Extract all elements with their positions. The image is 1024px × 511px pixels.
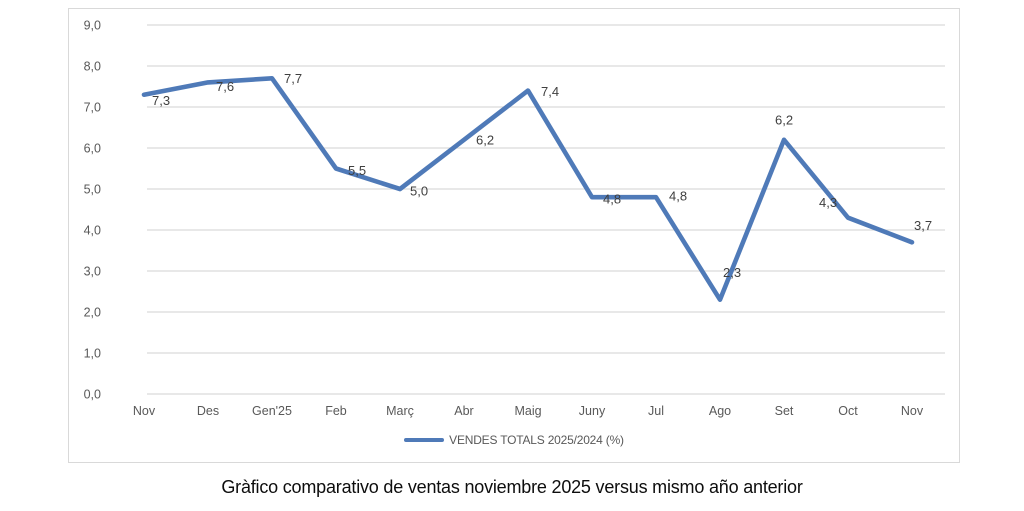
- x-axis-category-label: Nov: [901, 404, 924, 418]
- x-axis-category-label: Feb: [325, 404, 347, 418]
- legend-label: VENDES TOTALS 2025/2024 (%): [449, 433, 624, 447]
- data-label: 4,8: [669, 189, 687, 204]
- data-label: 7,6: [216, 79, 234, 94]
- line-chart: 0,0 1,0 2,0 3,0 4,0 5,0 6,0 7,0 8,0 9,0 7,3 7,6 7,7 5…: [84, 19, 945, 418]
- y-axis-tick-label: 9,0: [84, 19, 101, 33]
- x-axis-category-label: Set: [775, 404, 794, 418]
- x-axis-category-label: Gen'25: [252, 404, 292, 418]
- x-axis-category-label: Des: [197, 404, 219, 418]
- x-axis-category-label: Ago: [709, 404, 731, 418]
- data-label: 7,3: [152, 93, 170, 108]
- data-label: 4,3: [819, 195, 837, 210]
- y-axis-tick-label: 0,0: [84, 388, 101, 402]
- y-axis-tick-label: 3,0: [84, 265, 101, 279]
- data-label: 5,5: [348, 163, 366, 178]
- data-label: 6,2: [775, 112, 793, 127]
- x-axis-category-label: Abr: [454, 404, 473, 418]
- chart-caption: Gràfico comparativo de ventas noviembre …: [221, 477, 803, 497]
- data-label: 5,0: [410, 184, 428, 199]
- y-axis-tick-label: 1,0: [84, 347, 101, 361]
- series-line: [141, 76, 915, 303]
- x-axis-category-label: Març: [386, 404, 414, 418]
- x-axis-category-label: Juny: [579, 404, 606, 418]
- data-label: 7,4: [541, 84, 559, 99]
- y-axis-tick-label: 8,0: [84, 60, 101, 74]
- legend: VENDES TOTALS 2025/2024 (%): [69, 433, 959, 447]
- y-axis-tick-label: 7,0: [84, 101, 101, 115]
- x-axis-category-label: Nov: [133, 404, 156, 418]
- data-label: 2,3: [723, 265, 741, 280]
- y-axis-tick-label: 5,0: [84, 183, 101, 197]
- y-axis-tick-label: 4,0: [84, 224, 101, 238]
- x-axis-category-label: Jul: [648, 404, 664, 418]
- legend-line-marker: [404, 438, 445, 442]
- data-label: 3,7: [914, 218, 932, 233]
- x-axis-category-label: Maig: [514, 404, 541, 418]
- x-axis-category-label: Oct: [838, 404, 858, 418]
- data-label: 6,2: [476, 132, 494, 147]
- chart-panel: 0,0 1,0 2,0 3,0 4,0 5,0 6,0 7,0 8,0 9,0 7,3 7,6 7,7 5…: [68, 8, 960, 463]
- y-axis-tick-label: 6,0: [84, 142, 101, 156]
- y-axis-tick-label: 2,0: [84, 306, 101, 320]
- data-label: 7,7: [284, 71, 302, 86]
- data-label: 4,8: [603, 192, 621, 207]
